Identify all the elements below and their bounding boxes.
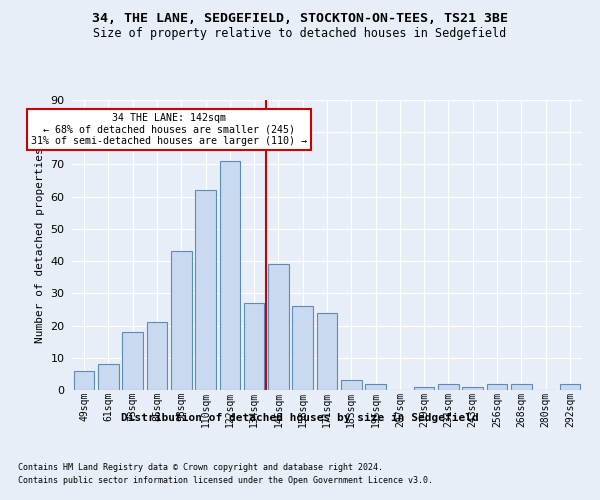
Bar [365, 384, 386, 390]
Bar [195, 190, 216, 390]
Bar [146, 322, 167, 390]
Text: Size of property relative to detached houses in Sedgefield: Size of property relative to detached ho… [94, 28, 506, 40]
Bar [122, 332, 143, 390]
Text: 34 THE LANE: 142sqm
← 68% of detached houses are smaller (245)
31% of semi-detac: 34 THE LANE: 142sqm ← 68% of detached ho… [31, 113, 307, 146]
Text: Contains public sector information licensed under the Open Government Licence v3: Contains public sector information licen… [18, 476, 433, 485]
Bar [244, 303, 265, 390]
Text: Contains HM Land Registry data © Crown copyright and database right 2024.: Contains HM Land Registry data © Crown c… [18, 462, 383, 471]
Bar [74, 370, 94, 390]
Bar [171, 252, 191, 390]
Y-axis label: Number of detached properties: Number of detached properties [35, 147, 44, 343]
Bar [463, 387, 483, 390]
Bar [292, 306, 313, 390]
Bar [268, 264, 289, 390]
Bar [414, 387, 434, 390]
Bar [560, 384, 580, 390]
Bar [438, 384, 459, 390]
Bar [317, 312, 337, 390]
Text: 34, THE LANE, SEDGEFIELD, STOCKTON-ON-TEES, TS21 3BE: 34, THE LANE, SEDGEFIELD, STOCKTON-ON-TE… [92, 12, 508, 26]
Bar [511, 384, 532, 390]
Bar [220, 161, 240, 390]
Bar [487, 384, 508, 390]
Bar [341, 380, 362, 390]
Text: Distribution of detached houses by size in Sedgefield: Distribution of detached houses by size … [121, 412, 479, 422]
Bar [98, 364, 119, 390]
